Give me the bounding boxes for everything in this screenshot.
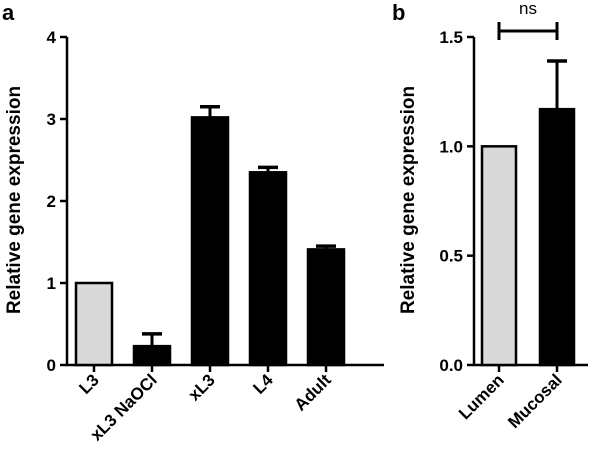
x-tick-label: L3 [75,370,102,397]
panel-a-bars [74,104,346,367]
bar-l3 [74,281,114,367]
x-tick-label: L4 [249,370,277,398]
y-tick-label: 1.5 [439,28,463,47]
x-tick-label: Mucosal [504,370,566,432]
x-tick-label: Lumen [455,370,508,423]
y-tick-label: 1 [47,274,56,293]
significance-label: ns [519,0,537,18]
y-tick-label: 0 [47,356,56,375]
y-tick-label: 0.5 [439,247,463,266]
bar-xl3-naocl [132,344,172,367]
y-tick-label: 2 [47,192,56,211]
panel-b-bars [480,59,576,367]
x-tick-label: Adult [291,370,335,414]
panel-a-y-axis-label: Relative gene expression [4,86,25,314]
y-tick-label: 3 [47,110,56,129]
bar-l4 [248,171,288,367]
bar-xl3 [190,116,230,367]
panel-a-y-ticks: 0 1 2 3 4 [47,28,67,375]
panel-b-chart: b Relative gene expression 0.00.51.01.5 … [392,0,588,432]
bar-mucosal [538,107,576,367]
panel-b-y-ticks: 0.0 0.5 1.0 1.5 [439,28,474,375]
y-tick-label: 1.0 [439,137,463,156]
x-tick-label: xL3 [185,370,219,404]
y-tick-label: 4 [47,28,57,47]
panel-a-letter: a [2,0,15,25]
panel-b-y-axis-label: Relative gene expression [398,86,419,314]
y-tick-label: 0.0 [439,356,463,375]
bar-lumen [480,145,518,367]
bar-adult [306,248,346,367]
panel-b-letter: b [392,0,405,25]
panel-b-significance-bracket: ns [497,0,559,40]
